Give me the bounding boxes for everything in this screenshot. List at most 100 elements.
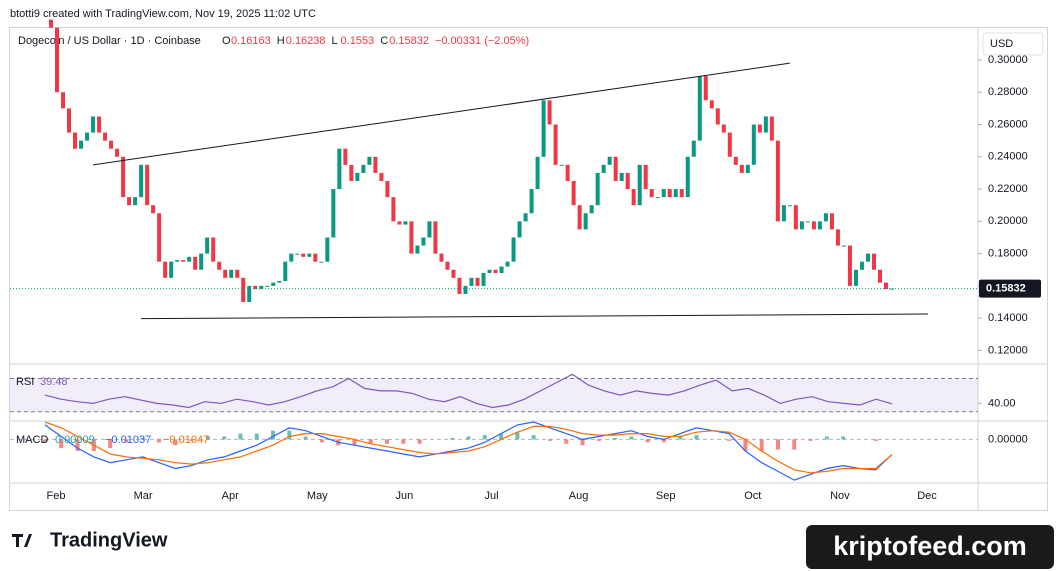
- candle: [673, 189, 678, 198]
- currency: USD: [990, 38, 1013, 50]
- watermark-box: [806, 525, 1054, 569]
- candle: [811, 221, 816, 230]
- candle: [187, 256, 192, 262]
- symbol-title: Dogecoin / US Dollar · 1D · Coinbase: [18, 35, 201, 47]
- candle: [457, 277, 462, 294]
- candle: [493, 269, 498, 273]
- macd-histogram-bar: [401, 439, 406, 444]
- candle: [247, 285, 252, 303]
- x-tick-label: Feb: [47, 490, 66, 502]
- legend-value: 0.16238: [286, 35, 326, 47]
- macd-histogram-bar: [873, 439, 878, 441]
- y-tick-label: 0.22000: [988, 183, 1028, 195]
- candle: [157, 213, 162, 262]
- candle: [787, 205, 792, 207]
- candle: [583, 213, 588, 230]
- candle: [181, 260, 186, 262]
- candle: [829, 213, 834, 230]
- y-tick-label: 0.28000: [988, 86, 1028, 98]
- macd-histogram-bar: [564, 439, 569, 444]
- macd-histogram-bar: [450, 437, 455, 440]
- rsi-value: 39.48: [40, 376, 68, 388]
- candle: [547, 100, 552, 125]
- candle: [655, 197, 660, 199]
- candle: [487, 269, 492, 273]
- candle: [559, 164, 564, 166]
- candle: [451, 269, 456, 278]
- candle: [349, 164, 354, 181]
- candle: [139, 164, 144, 198]
- candle: [403, 221, 408, 225]
- candle: [667, 189, 672, 198]
- macd-histogram-bar: [694, 435, 699, 440]
- candle: [79, 140, 84, 149]
- candle: [127, 197, 132, 206]
- macd-histogram-bar: [515, 432, 520, 440]
- price-label: 0.15832: [986, 283, 1026, 295]
- candle: [343, 148, 348, 165]
- candle: [535, 156, 540, 190]
- macd-histogram-bar: [613, 437, 618, 440]
- candle: [733, 156, 738, 165]
- trendline: [92, 62, 790, 166]
- legend-key: O: [222, 35, 231, 47]
- candle: [283, 261, 288, 282]
- candle: [865, 253, 870, 262]
- legend-value: 0.16163: [231, 35, 271, 47]
- candle: [637, 164, 642, 206]
- candle: [805, 221, 810, 223]
- candle: [847, 245, 852, 286]
- candle: [871, 253, 876, 270]
- candle: [355, 172, 360, 181]
- candle: [703, 76, 708, 101]
- candle: [337, 148, 342, 190]
- candle: [799, 221, 804, 230]
- candle: [625, 172, 630, 190]
- macd-histogram-bar: [759, 439, 764, 452]
- macd-value: −0.01037: [105, 434, 151, 446]
- candle: [523, 213, 528, 222]
- x-tick-label: Apr: [222, 490, 239, 502]
- candle: [841, 245, 846, 247]
- macd-histogram-bar: [678, 436, 683, 440]
- candle: [709, 100, 714, 109]
- candle: [313, 253, 318, 262]
- x-tick-label: Jun: [396, 490, 414, 502]
- macd-hist-value: 0.00009: [55, 434, 95, 446]
- candle: [553, 124, 558, 165]
- macd-histogram-bar: [205, 436, 210, 440]
- candle: [169, 261, 174, 278]
- candle: [109, 140, 114, 149]
- candle: [745, 164, 750, 173]
- candle: [607, 156, 612, 165]
- candle: [85, 132, 90, 141]
- macd-histogram-bar: [417, 439, 422, 444]
- candle: [193, 256, 198, 270]
- rsi-name: RSI: [16, 376, 34, 388]
- candle: [775, 140, 780, 222]
- candle: [205, 237, 210, 254]
- x-tick-label: Jul: [484, 490, 498, 502]
- macd-line: [44, 421, 893, 481]
- rsi-line: [44, 373, 893, 409]
- candle: [49, 19, 54, 28]
- candle: [661, 189, 666, 198]
- credit: btotti9 created with TradingView.com, No…: [10, 8, 316, 20]
- macd-histogram-bar: [368, 439, 373, 444]
- macd-histogram-bar: [743, 439, 748, 452]
- candle: [265, 285, 270, 287]
- macd-histogram-bar: [303, 436, 308, 440]
- candle: [751, 124, 756, 165]
- y-tick-label: 0.12000: [988, 344, 1028, 356]
- candle: [301, 253, 306, 257]
- candle: [619, 172, 624, 181]
- macd-histogram-bar: [222, 436, 227, 440]
- candle: [217, 261, 222, 270]
- macd-histogram-bar: [319, 439, 324, 443]
- candle: [73, 132, 78, 149]
- candle: [763, 116, 768, 133]
- candle: [835, 229, 840, 246]
- candle: [439, 253, 444, 262]
- candle: [289, 253, 294, 262]
- candle: [241, 277, 246, 303]
